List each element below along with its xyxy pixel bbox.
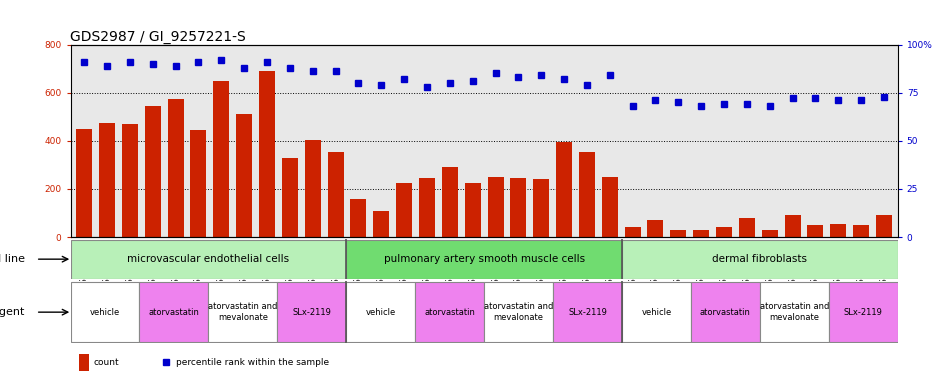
Text: pulmonary artery smooth muscle cells: pulmonary artery smooth muscle cells bbox=[384, 254, 585, 264]
Text: percentile rank within the sample: percentile rank within the sample bbox=[177, 358, 330, 367]
Text: dermal fibroblasts: dermal fibroblasts bbox=[713, 254, 807, 264]
Bar bbox=[277, 283, 346, 342]
Bar bbox=[351, 199, 367, 237]
Bar bbox=[139, 283, 209, 342]
Text: SLx-2119: SLx-2119 bbox=[568, 308, 607, 317]
Bar bbox=[213, 81, 229, 237]
Bar bbox=[484, 283, 553, 342]
Bar bbox=[854, 225, 870, 237]
Bar bbox=[760, 283, 829, 342]
Bar bbox=[761, 230, 777, 237]
Bar bbox=[419, 178, 435, 237]
Text: vehicle: vehicle bbox=[641, 308, 671, 317]
Bar bbox=[739, 218, 755, 237]
Bar bbox=[622, 283, 691, 342]
Text: GDS2987 / GI_9257221-S: GDS2987 / GI_9257221-S bbox=[70, 30, 246, 43]
Bar bbox=[346, 283, 415, 342]
Text: atorvastatin and
mevalonate: atorvastatin and mevalonate bbox=[760, 303, 829, 322]
Text: atorvastatin and
mevalonate: atorvastatin and mevalonate bbox=[484, 303, 554, 322]
Bar bbox=[442, 167, 458, 237]
Bar bbox=[556, 142, 572, 237]
Bar bbox=[373, 210, 389, 237]
Text: atorvastatin and
mevalonate: atorvastatin and mevalonate bbox=[208, 303, 277, 322]
Text: SLx-2119: SLx-2119 bbox=[844, 308, 883, 317]
Bar bbox=[602, 177, 618, 237]
Bar bbox=[79, 354, 88, 371]
Text: microvascular endothelial cells: microvascular endothelial cells bbox=[127, 254, 290, 264]
Bar bbox=[622, 240, 898, 279]
Bar bbox=[464, 183, 480, 237]
Bar bbox=[829, 283, 898, 342]
Bar bbox=[807, 225, 823, 237]
Text: vehicle: vehicle bbox=[366, 308, 396, 317]
Bar bbox=[145, 106, 161, 237]
Bar bbox=[99, 123, 115, 237]
Bar bbox=[691, 283, 760, 342]
Text: atorvastatin: atorvastatin bbox=[424, 308, 475, 317]
Bar bbox=[716, 227, 732, 237]
Bar bbox=[785, 215, 801, 237]
Bar bbox=[70, 283, 139, 342]
Bar bbox=[579, 152, 595, 237]
Bar bbox=[259, 71, 275, 237]
Bar bbox=[415, 283, 484, 342]
Bar bbox=[122, 124, 138, 237]
Bar bbox=[670, 230, 686, 237]
Bar bbox=[488, 177, 504, 237]
Text: cell line: cell line bbox=[0, 254, 25, 264]
Text: count: count bbox=[94, 358, 119, 367]
Bar bbox=[625, 227, 641, 237]
Bar bbox=[553, 283, 622, 342]
Text: agent: agent bbox=[0, 307, 25, 317]
Bar bbox=[167, 99, 183, 237]
Bar bbox=[693, 230, 709, 237]
Bar bbox=[305, 140, 321, 237]
Bar bbox=[533, 179, 549, 237]
Text: atorvastatin: atorvastatin bbox=[149, 308, 199, 317]
Bar bbox=[648, 220, 664, 237]
Bar bbox=[76, 129, 92, 237]
Bar bbox=[510, 178, 526, 237]
Bar bbox=[70, 240, 346, 279]
Bar bbox=[396, 183, 412, 237]
Bar bbox=[346, 240, 622, 279]
Bar bbox=[236, 114, 252, 237]
Text: SLx-2119: SLx-2119 bbox=[292, 308, 331, 317]
Bar bbox=[191, 130, 207, 237]
Bar bbox=[876, 215, 892, 237]
Bar bbox=[830, 224, 846, 237]
Text: atorvastatin: atorvastatin bbox=[700, 308, 751, 317]
Bar bbox=[282, 158, 298, 237]
Bar bbox=[327, 152, 343, 237]
Text: vehicle: vehicle bbox=[90, 308, 120, 317]
Bar bbox=[209, 283, 277, 342]
